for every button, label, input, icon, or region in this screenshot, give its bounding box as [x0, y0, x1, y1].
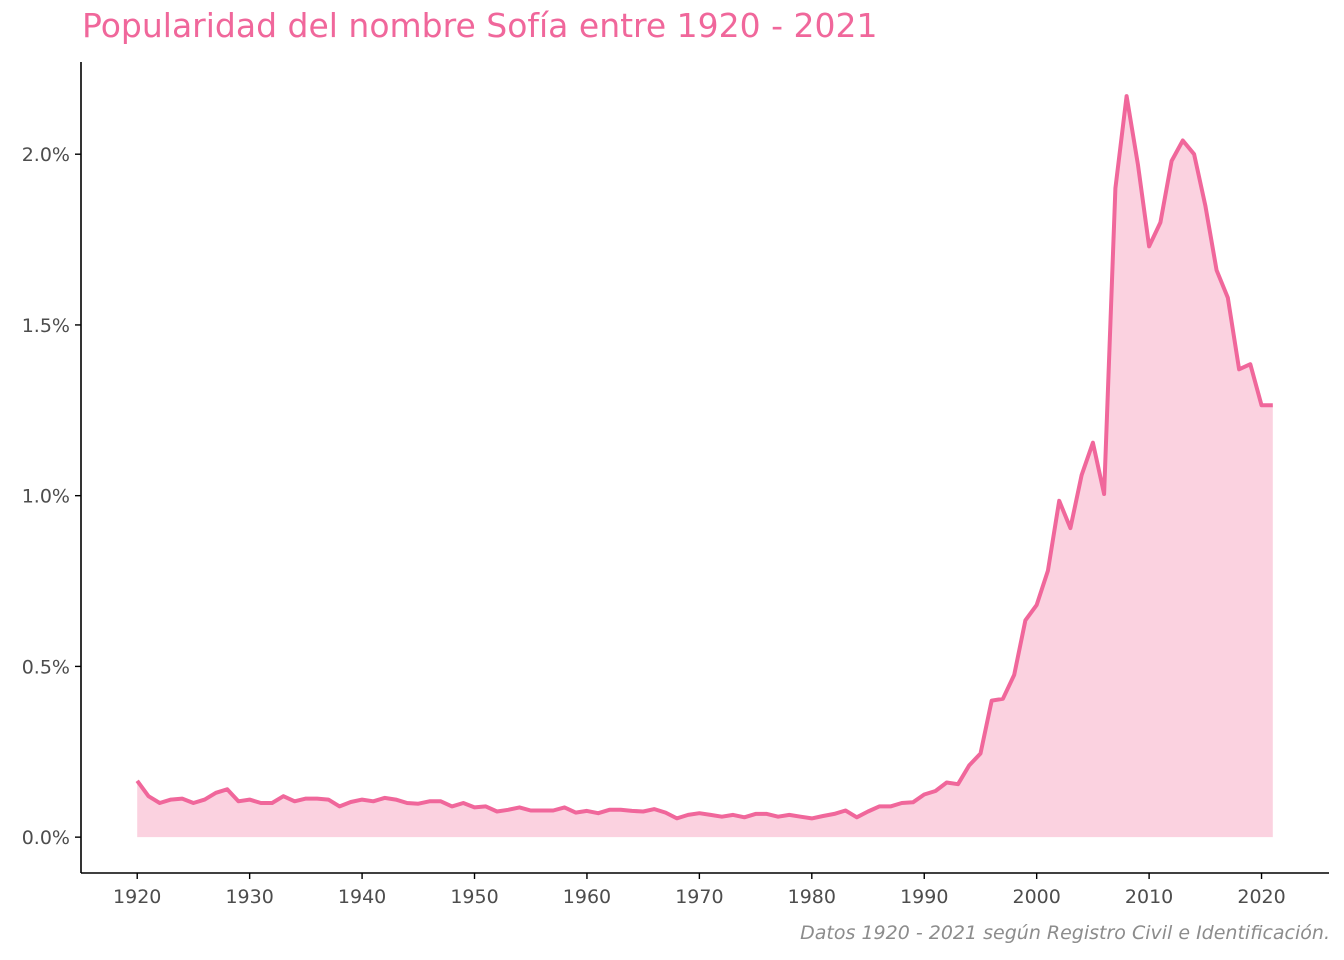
x-tick-label: 1920: [113, 886, 161, 908]
x-tick-label: 1980: [788, 886, 836, 908]
x-tick-label: 1940: [338, 886, 386, 908]
y-tick-label: 0.5%: [22, 656, 70, 678]
x-tick-label: 2000: [1012, 886, 1060, 908]
chart-title: Popularidad del nombre Sofía entre 1920 …: [82, 6, 878, 45]
x-tick-label: 1970: [675, 886, 723, 908]
y-tick-label: 2.0%: [22, 144, 70, 166]
series-area: [137, 96, 1273, 838]
series-line: [135, 94, 1273, 821]
y-tick-label: 1.5%: [22, 315, 70, 337]
y-tick-label: 1.0%: [22, 486, 70, 508]
y-tick-label: 0.0%: [22, 827, 70, 849]
x-tick-label: 2020: [1237, 886, 1285, 908]
x-tick-label: 1930: [225, 886, 273, 908]
area-layer: [135, 94, 1273, 838]
x-tick-label: 1960: [563, 886, 611, 908]
x-tick-label: 1990: [900, 886, 948, 908]
chart-caption: Datos 1920 - 2021 según Registro Civil e…: [800, 922, 1330, 944]
x-tick-label: 1950: [450, 886, 498, 908]
x-tick-label: 2010: [1125, 886, 1173, 908]
axes-layer: 0.0% 0.5% 1.0% 1.5% 2.0% 1920 1930 1940 1950 1960…: [22, 62, 1329, 908]
